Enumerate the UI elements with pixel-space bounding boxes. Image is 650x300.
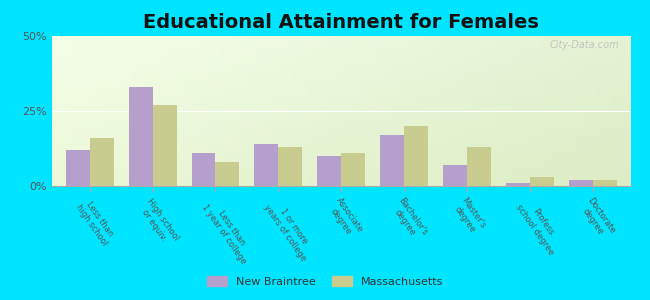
Bar [278, 147, 302, 186]
Text: City-Data.com: City-Data.com [549, 40, 619, 50]
Bar [404, 126, 428, 186]
Bar [192, 153, 216, 186]
Bar [467, 147, 491, 186]
Bar [380, 135, 404, 186]
Bar [129, 87, 153, 186]
Title: Educational Attainment for Females: Educational Attainment for Females [143, 13, 540, 32]
Bar [506, 183, 530, 186]
Bar [443, 165, 467, 186]
Bar [90, 138, 114, 186]
Bar [593, 180, 617, 186]
Bar [66, 150, 90, 186]
Bar [216, 162, 239, 186]
Bar [255, 144, 278, 186]
Bar [341, 153, 365, 186]
Bar [569, 180, 593, 186]
Bar [317, 156, 341, 186]
Bar [530, 177, 554, 186]
Bar [153, 105, 177, 186]
Legend: New Braintree, Massachusetts: New Braintree, Massachusetts [202, 272, 448, 291]
